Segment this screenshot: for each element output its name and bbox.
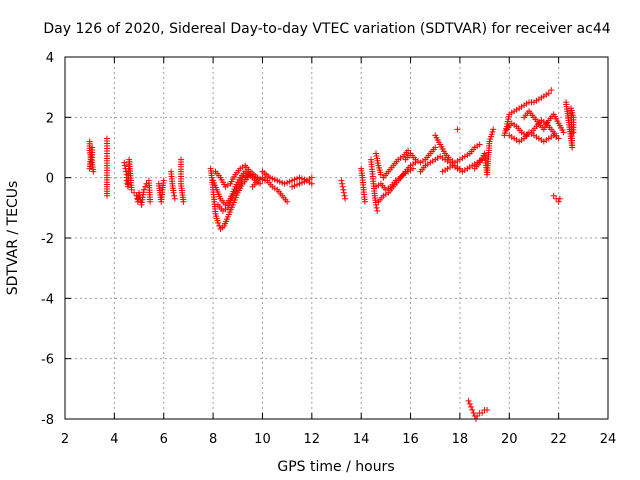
data-point [90,168,97,175]
data-point [124,180,131,187]
x-tick-label: 6 [160,432,168,447]
y-tick-label: 0 [46,172,54,187]
data-point [180,198,187,205]
data-point [340,189,347,196]
data-point [215,219,222,226]
data-point [170,189,177,196]
chart-title: Day 126 of 2020, Sidereal Day-to-day VTE… [43,21,610,37]
data-point [140,186,147,193]
x-tick-label: 12 [304,432,321,447]
x-tick-label: 16 [402,432,419,447]
data-point [432,144,439,151]
y-tick-label: 4 [46,51,54,66]
x-tick-label: 22 [550,432,567,447]
x-tick-label: 10 [254,432,271,447]
y-axis-label: SDTVAR / TECUs [5,181,21,296]
y-tick-label: -2 [41,232,54,247]
data-point [342,195,349,202]
data-point [247,171,254,178]
grid-lines [65,57,608,419]
x-tick-label: 24 [600,432,617,447]
y-tick-label: 2 [46,111,54,126]
data-point [560,129,567,136]
data-point [308,174,315,181]
x-tick-label: 20 [501,432,518,447]
data-point [147,198,154,205]
data-point [361,198,368,205]
data-point [160,177,167,184]
axis-ticks [64,56,609,420]
data-point [284,198,291,205]
data-point [454,126,461,133]
data-point [466,400,473,407]
data-point [555,198,562,205]
data-point [142,183,149,190]
y-tick-label: -6 [41,353,54,368]
data-point [171,195,178,202]
data-point [556,195,563,202]
data-point [470,409,477,416]
data-point [339,180,346,187]
data-points [86,87,577,422]
data-point [372,201,379,208]
data-point [171,192,178,199]
data-point [405,147,412,154]
data-point [121,162,128,169]
data-point [103,192,110,199]
data-point [128,186,135,193]
data-point [490,126,497,133]
x-tick-label: 8 [209,432,217,447]
data-point [377,171,384,178]
data-point [339,183,346,190]
data-point [474,412,481,419]
y-tick-label: -4 [41,292,54,307]
data-point [548,87,555,94]
data-point [340,186,347,193]
data-point [550,192,557,199]
data-point [555,135,562,142]
data-point [121,159,128,166]
x-axis-label: GPS time / hours [277,459,394,475]
data-point [469,406,476,413]
data-point [468,403,475,410]
data-point [410,165,417,172]
x-tick-label: 2 [61,432,69,447]
x-tick-label: 18 [452,432,469,447]
data-point [476,141,483,148]
x-tick-label: 4 [110,432,118,447]
x-tick-label: 14 [353,432,370,447]
data-point [338,177,345,184]
data-point [341,192,348,199]
data-point [570,129,577,136]
data-point [465,397,472,404]
data-point [373,204,380,211]
data-point [374,207,381,214]
data-point [484,406,491,413]
y-tick-label: -8 [41,413,54,428]
data-point [479,409,486,416]
data-point [308,180,315,187]
data-point [545,90,552,97]
